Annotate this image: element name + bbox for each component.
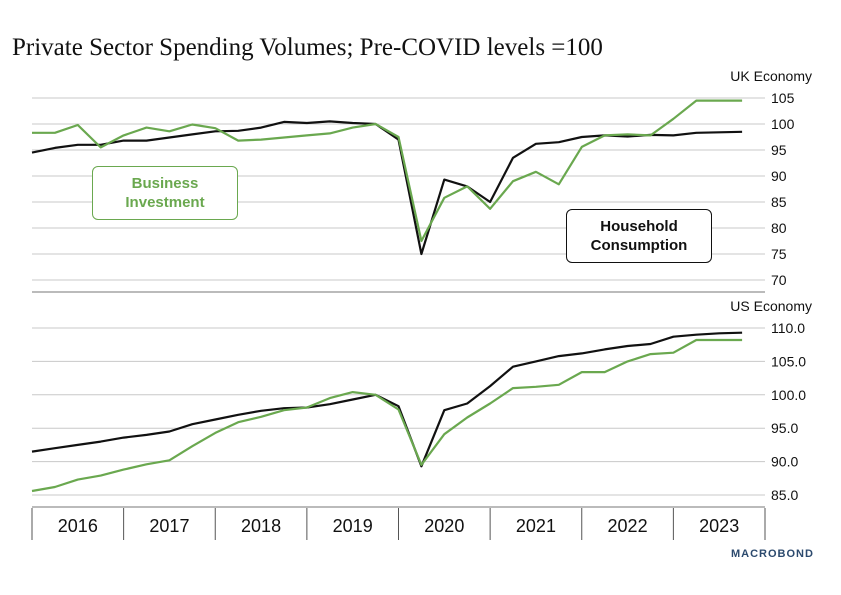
uk-ytick-label: 75 [771,246,787,262]
chart-title: Private Sector Spending Volumes; Pre-COV… [12,34,603,61]
x-tick-label: 2021 [516,516,556,536]
household-label-line-1: Household [600,218,678,235]
us-ytick-label: 95.0 [771,420,798,436]
uk-ytick-label: 90 [771,168,787,184]
uk-ytick-label: 105 [771,90,795,106]
uk-ytick-label: 95 [771,142,787,158]
us-ytick-label: 110.0 [771,320,805,336]
us-ytick-label: 90.0 [771,454,798,470]
business-investment-label: Business Investment [92,166,238,220]
uk-panel-title: UK Economy [730,68,812,84]
us-business-investment-line [31,338,743,493]
uk-ytick-label: 85 [771,194,787,210]
uk-ytick-label: 80 [771,220,787,236]
x-tick-label: 2019 [333,516,373,536]
uk-business-investment-line [32,99,743,243]
x-tick-label: 2023 [699,516,739,536]
x-tick-label: 2016 [58,516,98,536]
us-ytick-label: 105.0 [771,353,806,369]
uk-ytick-label: 100 [771,116,795,132]
x-tick-label: 2017 [149,516,189,536]
brand-logo: MACROBOND [731,548,814,560]
household-consumption-label: Household Consumption [566,209,712,263]
x-tick-label: 2020 [424,516,464,536]
x-tick-label: 2018 [241,516,281,536]
business-label-line-2: Investment [125,194,205,211]
business-label-line-1: Business [131,175,199,192]
x-tick-label: 2022 [608,516,648,536]
us-ytick-label: 85.0 [771,487,798,503]
us-panel-title: US Economy [730,298,812,314]
household-label-line-2: Consumption [590,237,688,254]
uk-household-consumption-line [31,120,743,256]
us-household-consumption-line [31,331,743,468]
uk-ytick-label: 70 [771,272,787,288]
us-ytick-label: 100.0 [771,387,806,403]
